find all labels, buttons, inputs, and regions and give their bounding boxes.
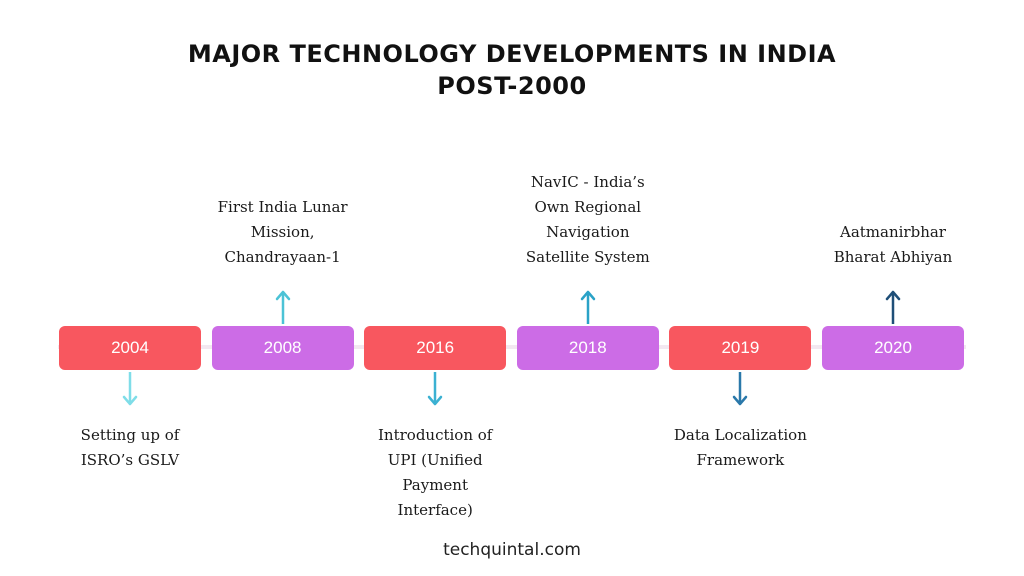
year-box-2020: 2020 <box>822 326 964 370</box>
event-label-line: First India Lunar <box>217 198 348 216</box>
arrow-down-icon-2016 <box>427 372 443 406</box>
event-label-line: Data Localization <box>673 426 807 444</box>
event-label-line: ISRO’s GSLV <box>80 451 180 469</box>
event-label-line: UPI (Unified <box>387 451 483 469</box>
event-label-line: Payment <box>402 476 468 494</box>
event-label-line: Own Regional <box>534 198 642 216</box>
event-label-line: Setting up of <box>80 426 180 444</box>
page-title: MAJOR TECHNOLOGY DEVELOPMENTS IN INDIA P… <box>0 38 1024 102</box>
arrow-up-icon-2008 <box>275 290 290 324</box>
event-label-2016: Introduction of UPI (Unified Payment Interf… <box>350 423 520 523</box>
title-line-2: POST-2000 <box>437 72 587 100</box>
title-line-1: MAJOR TECHNOLOGY DEVELOPMENTS IN INDIA <box>187 40 837 68</box>
arrow-down-icon-2004 <box>122 372 138 406</box>
event-label-line: Navigation <box>546 223 630 241</box>
footer-site-name: techquintal.com <box>443 540 581 560</box>
year-label: 2004 <box>111 338 149 357</box>
arrow-up-icon-2018 <box>580 290 596 324</box>
event-label-line: Chandrayaan-1 <box>224 248 341 266</box>
arrow-up-icon-2020 <box>885 290 901 324</box>
year-label: 2008 <box>263 338 302 357</box>
year-box-2018: 2018 <box>516 326 659 370</box>
year-label: 2018 <box>568 338 607 357</box>
event-label-line: Aatmanirbhar <box>840 223 946 241</box>
year-box-2019: 2019 <box>669 326 812 370</box>
event-label-2020: Aatmanirbhar Bharat Abhiyan <box>808 220 978 270</box>
year-label: 2020 <box>874 338 912 357</box>
year-box-2004: 2004 <box>59 326 201 370</box>
event-label-2019: Data Localization Framework <box>655 423 825 473</box>
event-label-2004: Setting up of ISRO’s GSLV <box>45 423 215 473</box>
timeline-track <box>58 345 966 349</box>
year-label: 2016 <box>416 338 455 357</box>
event-label-line: Framework <box>696 451 785 469</box>
year-box-2016: 2016 <box>364 326 507 370</box>
event-label-line: Introduction of <box>378 426 493 444</box>
event-label-line: NavIC - India’s <box>530 173 645 191</box>
event-label-line: Interface) <box>397 501 473 519</box>
event-label-line: Bharat Abhiyan <box>833 248 953 266</box>
year-box-2008: 2008 <box>211 326 354 370</box>
event-label-line: Satellite System <box>525 248 650 266</box>
year-label: 2019 <box>721 338 760 357</box>
event-label-2008: First India Lunar Mission, Chandrayaan-1 <box>198 195 368 270</box>
arrow-down-icon-2019 <box>733 372 748 406</box>
event-label-2018: NavIC - India’s Own Regional Navigation Sat… <box>503 170 673 270</box>
event-label-line: Mission, <box>250 223 315 241</box>
